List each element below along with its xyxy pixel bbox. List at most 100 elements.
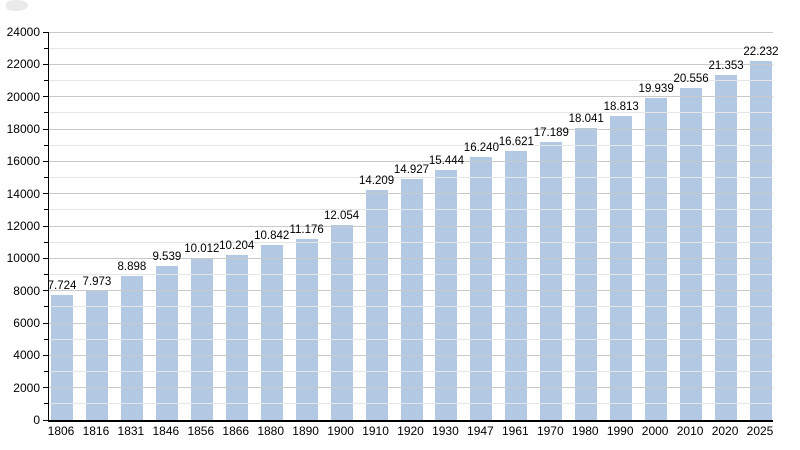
grid-line-minor-9000 — [49, 274, 773, 275]
x-tick-label-1970: 1970 — [536, 424, 564, 438]
bar-value-label: 7.973 — [82, 276, 112, 289]
bar-1970 — [540, 142, 563, 420]
x-tick-label-1961: 1961 — [501, 424, 529, 438]
bar-1930 — [435, 170, 458, 420]
y-tick-major — [43, 96, 48, 98]
y-tick-minor — [44, 403, 48, 405]
y-tick-major — [43, 63, 48, 65]
grid-line-major-6000 — [49, 322, 773, 324]
y-tick-minor — [44, 241, 48, 243]
grid-line-minor-15000 — [49, 177, 773, 178]
bar-value-label: 16.240 — [463, 142, 499, 155]
y-tick-major — [43, 290, 48, 292]
bar-1961 — [505, 151, 528, 420]
bar-1920 — [400, 178, 423, 420]
y-tick-major — [43, 128, 48, 130]
grid-line-major-22000 — [49, 63, 773, 65]
x-tick-label-1910: 1910 — [362, 424, 389, 438]
y-tick-minor — [44, 338, 48, 340]
x-tick-label-2000: 2000 — [641, 424, 669, 438]
y-tick-major — [43, 193, 48, 195]
y-tick-minor — [44, 209, 48, 211]
corner-artifact — [6, 0, 28, 11]
bar-value-label: 9.539 — [152, 250, 182, 263]
x-tick-label-1856: 1856 — [187, 424, 215, 438]
y-tick-major — [43, 387, 48, 389]
bar-value-label: 15.444 — [428, 155, 465, 168]
bar-value-label: 18.813 — [603, 100, 639, 113]
bar-value-label: 17.189 — [533, 127, 569, 140]
plot-area: 7.724 7.973 8.898 9.539 10.012 10.204 10.842 11… — [48, 31, 779, 422]
y-tick-label: 10000 — [6, 251, 40, 266]
grid-line-minor-1000 — [49, 403, 773, 405]
bar-2020 — [715, 74, 738, 420]
bar-value-label: 7.724 — [47, 280, 77, 293]
bar-value-label: 8.898 — [117, 261, 147, 274]
grid-line-major-8000 — [49, 290, 773, 292]
grid-line-minor-11000 — [49, 241, 773, 243]
x-tick-label-1947: 1947 — [467, 424, 494, 438]
y-tick-major — [43, 354, 48, 356]
bar-2025 — [750, 60, 772, 420]
x-tick-label-1980: 1980 — [571, 424, 599, 438]
bar-value-label: 18.041 — [568, 113, 604, 126]
bar-value-label: 14.927 — [393, 163, 430, 176]
x-tick-label-1831: 1831 — [117, 424, 145, 438]
x-tick-label-1890: 1890 — [292, 424, 319, 438]
grid-line-minor-21000 — [49, 80, 773, 81]
y-tick-major — [43, 225, 48, 227]
x-tick-label-1990: 1990 — [606, 424, 634, 438]
bar-1880 — [260, 244, 283, 420]
y-tick-minor — [44, 47, 48, 49]
y-tick-label: 14000 — [6, 186, 40, 201]
grid-line-minor-7000 — [49, 306, 773, 308]
bar-1866 — [225, 255, 248, 420]
y-tick-label: 16000 — [6, 154, 40, 169]
x-tick-label-1880: 1880 — [257, 424, 285, 438]
y-tick-label: 12000 — [6, 219, 40, 233]
x-tick-label-2025: 2025 — [746, 424, 774, 438]
y-tick-label: 0 — [33, 413, 40, 427]
y-tick-minor — [44, 371, 48, 372]
y-tick-label: 8000 — [13, 283, 40, 298]
grid-line-major-14000 — [49, 193, 773, 195]
y-tick-label: 18000 — [6, 122, 40, 136]
bar-2010 — [680, 87, 703, 420]
x-tick-label-1920: 1920 — [397, 424, 424, 438]
bar-value-label: 19.939 — [638, 82, 674, 95]
y-tick-label: 4000 — [13, 348, 40, 363]
bar-value-label: 10.204 — [219, 240, 255, 253]
grid-line-major-16000 — [49, 160, 773, 162]
y-tick-major — [43, 160, 48, 162]
y-tick-label: 6000 — [13, 316, 40, 330]
grid-line-minor-19000 — [49, 112, 773, 114]
x-tick-label-2010: 2010 — [676, 424, 704, 438]
grid-line-major-2000 — [49, 387, 773, 389]
bar-1806 — [51, 295, 73, 420]
y-tick-minor — [44, 112, 48, 114]
y-tick-minor — [44, 274, 48, 275]
y-tick-minor — [44, 80, 48, 81]
x-tick-label-2020: 2020 — [711, 424, 739, 438]
y-tick-major — [43, 31, 48, 33]
y-tick-major — [43, 322, 48, 324]
bar-value-label: 20.556 — [673, 72, 709, 85]
y-tick-major — [43, 257, 48, 259]
grid-line-major-18000 — [49, 128, 773, 130]
bar-1910 — [365, 190, 388, 420]
x-tick-label-1816: 1816 — [82, 424, 110, 438]
bar-1831 — [120, 276, 143, 420]
grid-line-major-20000 — [49, 96, 773, 98]
y-tick-minor — [44, 306, 48, 308]
y-tick-label: 20000 — [6, 89, 40, 104]
x-tick-label-1846: 1846 — [152, 424, 180, 438]
y-tick-label: 22000 — [6, 57, 40, 72]
y-tick-major — [43, 419, 48, 421]
y-tick-label: 2000 — [13, 380, 40, 395]
grid-line-minor-5000 — [49, 338, 773, 340]
y-tick-minor — [44, 144, 48, 146]
bar-1846 — [155, 265, 178, 420]
x-tick-label-1806: 1806 — [47, 424, 75, 438]
grid-line-minor-3000 — [49, 371, 773, 372]
